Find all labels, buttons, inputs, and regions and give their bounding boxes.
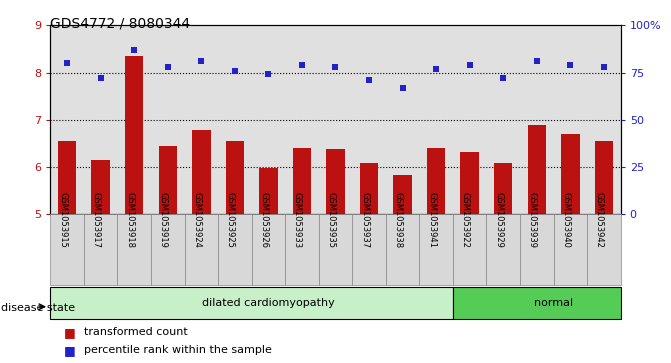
Text: normal: normal xyxy=(534,298,573,308)
Bar xyxy=(125,56,144,214)
Text: GDS4772 / 8080344: GDS4772 / 8080344 xyxy=(50,16,191,30)
Point xyxy=(297,62,307,68)
Point xyxy=(263,72,274,77)
Bar xyxy=(427,148,446,214)
Text: GSM1053929: GSM1053929 xyxy=(495,192,503,248)
Text: GSM1053922: GSM1053922 xyxy=(461,192,470,248)
Point xyxy=(162,64,173,70)
Bar xyxy=(460,152,479,214)
Bar xyxy=(252,214,285,285)
Bar xyxy=(453,214,486,285)
Bar xyxy=(50,214,84,285)
Point xyxy=(464,62,475,68)
Text: GSM1053942: GSM1053942 xyxy=(595,192,604,248)
Bar xyxy=(352,214,386,285)
Text: GSM1053940: GSM1053940 xyxy=(562,192,570,248)
Text: GSM1053915: GSM1053915 xyxy=(58,192,67,248)
Bar xyxy=(50,287,453,319)
Text: GSM1053937: GSM1053937 xyxy=(360,192,369,248)
Bar xyxy=(319,214,352,285)
Bar xyxy=(225,141,244,214)
Point xyxy=(196,58,207,64)
Bar xyxy=(595,141,613,214)
Bar xyxy=(192,130,211,214)
Text: GSM1053926: GSM1053926 xyxy=(260,192,268,248)
Bar xyxy=(393,175,412,214)
Bar xyxy=(91,160,110,214)
Bar xyxy=(293,148,311,214)
Bar xyxy=(520,214,554,285)
Bar xyxy=(453,287,621,319)
Bar xyxy=(58,141,76,214)
Bar xyxy=(494,163,513,214)
Bar xyxy=(218,214,252,285)
Bar xyxy=(117,214,151,285)
Point xyxy=(129,47,140,53)
Text: GSM1053924: GSM1053924 xyxy=(193,192,201,248)
Bar xyxy=(285,214,319,285)
Text: GSM1053938: GSM1053938 xyxy=(394,192,403,248)
Point xyxy=(531,58,542,64)
Text: disease state: disease state xyxy=(1,303,74,313)
Point xyxy=(330,64,341,70)
Text: GSM1053935: GSM1053935 xyxy=(327,192,336,248)
Point xyxy=(498,76,509,81)
Text: dilated cardiomyopathy: dilated cardiomyopathy xyxy=(202,298,335,308)
Text: GSM1053917: GSM1053917 xyxy=(92,192,101,248)
Bar xyxy=(158,146,177,214)
Bar xyxy=(554,214,587,285)
Point xyxy=(62,60,72,66)
Bar xyxy=(185,214,218,285)
Point xyxy=(565,62,576,68)
Point xyxy=(431,66,442,72)
Text: ■: ■ xyxy=(64,344,76,357)
Point xyxy=(95,76,106,81)
Bar xyxy=(561,134,580,214)
Point xyxy=(599,64,609,70)
Text: GSM1053933: GSM1053933 xyxy=(293,192,302,248)
Text: GSM1053939: GSM1053939 xyxy=(528,192,537,248)
Point xyxy=(229,68,240,74)
Point xyxy=(397,85,408,91)
Point xyxy=(364,77,374,83)
Text: GSM1053941: GSM1053941 xyxy=(427,192,436,248)
Bar xyxy=(587,214,621,285)
Text: ■: ■ xyxy=(64,326,76,339)
Text: GSM1053925: GSM1053925 xyxy=(226,192,235,248)
Bar xyxy=(259,168,278,214)
Bar xyxy=(527,126,546,214)
Bar xyxy=(486,214,520,285)
Bar xyxy=(326,149,345,214)
Bar xyxy=(151,214,185,285)
Text: GSM1053918: GSM1053918 xyxy=(125,192,134,248)
Text: transformed count: transformed count xyxy=(84,327,188,337)
Bar xyxy=(360,163,378,214)
Text: percentile rank within the sample: percentile rank within the sample xyxy=(84,345,272,355)
Bar xyxy=(419,214,453,285)
Text: GSM1053919: GSM1053919 xyxy=(159,192,168,248)
Bar xyxy=(84,214,117,285)
Bar xyxy=(386,214,419,285)
